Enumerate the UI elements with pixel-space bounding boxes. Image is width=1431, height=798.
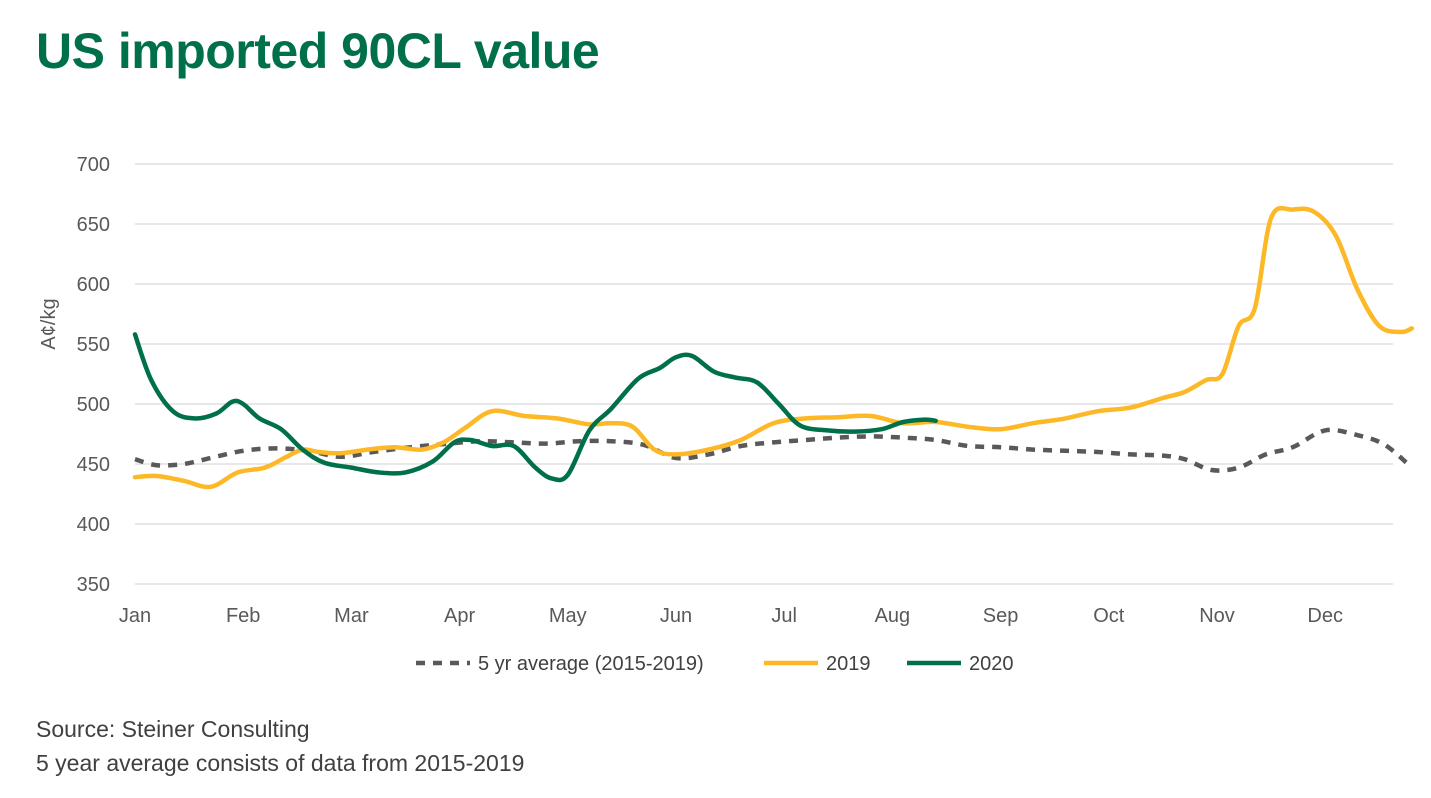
legend-label: 5 yr average (2015-2019) xyxy=(478,653,704,675)
legend-label: 2019 xyxy=(826,653,871,675)
legend-item-5yr-average: 5 yr average (2015-2019) xyxy=(416,653,704,675)
gridlines xyxy=(135,163,1393,585)
source-note: Source: Steiner Consulting xyxy=(36,716,310,742)
y-tick-label: 450 xyxy=(77,454,110,476)
chart-title: US imported 90CL value xyxy=(36,23,600,79)
series-lines xyxy=(132,205,1415,490)
x-tick-label: Jul xyxy=(771,605,797,627)
y-tick-label: 550 xyxy=(77,334,110,356)
legend-label: 2020 xyxy=(969,653,1014,675)
series-5yr-average-line xyxy=(134,427,1414,473)
x-axis-ticks: Jan Feb Mar Apr May Jun Jul Aug Sep Oct Nov Dec xyxy=(119,605,1343,627)
x-tick-label: Feb xyxy=(226,605,260,627)
y-tick-label: 700 xyxy=(77,154,110,176)
y-axis-ticks: 350 400 450 500 550 600 650 700 xyxy=(77,154,110,596)
series-2019-line xyxy=(132,205,1415,490)
legend: 5 yr average (2015-2019) 2019 2020 xyxy=(416,653,1014,675)
y-axis-title: A¢/kg xyxy=(38,298,60,349)
y-tick-label: 600 xyxy=(77,274,110,296)
x-tick-label: Jun xyxy=(660,605,692,627)
x-tick-label: Apr xyxy=(444,605,475,627)
x-tick-label: Sep xyxy=(983,605,1019,627)
y-tick-label: 500 xyxy=(77,394,110,416)
y-tick-label: 400 xyxy=(77,514,110,536)
legend-item-2019: 2019 xyxy=(764,653,871,675)
x-tick-label: Aug xyxy=(875,605,911,627)
x-tick-label: May xyxy=(549,605,587,627)
legend-item-2020: 2020 xyxy=(907,653,1014,675)
series-2020-line xyxy=(132,332,938,483)
y-tick-label: 350 xyxy=(77,574,110,596)
x-tick-label: Oct xyxy=(1093,605,1125,627)
x-tick-label: Jan xyxy=(119,605,151,627)
line-chart: 350 400 450 500 550 600 650 700 Jan Feb Mar Apr May… xyxy=(38,154,1415,675)
x-tick-label: Mar xyxy=(334,605,369,627)
x-tick-label: Nov xyxy=(1199,605,1235,627)
footer-notes: Source: Steiner Consulting 5 year averag… xyxy=(36,712,524,780)
x-tick-label: Dec xyxy=(1307,605,1343,627)
y-tick-label: 650 xyxy=(77,214,110,236)
average-note: 5 year average consists of data from 201… xyxy=(36,750,525,776)
